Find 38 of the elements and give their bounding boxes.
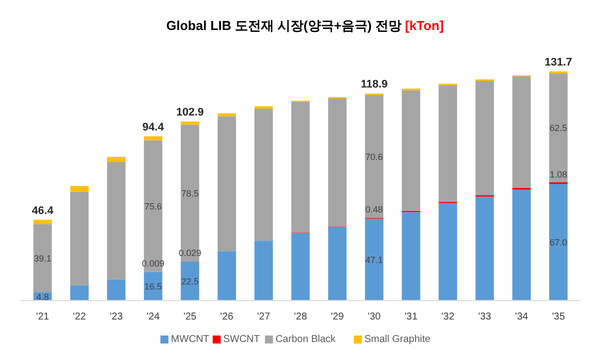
total-label: 94.4 [142, 121, 165, 134]
data-label: 0.48 [365, 204, 383, 215]
x-tick-label: '28 [294, 312, 308, 322]
total-label: 118.9 [360, 78, 388, 91]
total-label: 102.9 [176, 106, 204, 118]
data-label: 70.6 [365, 152, 383, 162]
x-tick-label: '25 [183, 312, 197, 322]
x-tick-label: '32 [441, 312, 455, 322]
data-label: 78.5 [181, 188, 199, 199]
legend-label: SWCNT [223, 334, 260, 345]
x-tick-label: '22 [72, 312, 86, 322]
total-label: 131.7 [544, 56, 572, 68]
data-label: 22.5 [181, 276, 199, 286]
x-tick-label: '21 [36, 312, 50, 322]
data-label: 39.1 [34, 254, 52, 264]
data-label: 62.5 [550, 123, 568, 134]
x-tick-label: '34 [515, 312, 529, 322]
data-label: 4.8 [36, 292, 49, 302]
data-label: 67.0 [550, 238, 568, 248]
data-label: 1.08 [550, 170, 568, 180]
x-tick-label: '24 [146, 312, 160, 322]
chart-subtitle: [kTon] [404, 18, 444, 33]
data-label: 16.5 [144, 282, 162, 292]
x-tick-label: '31 [404, 312, 418, 322]
x-tick-label: '30 [368, 312, 382, 322]
chart-title: Global LIB 도전재 시장(양극+음극) 전망 [166, 18, 402, 33]
x-tick-label: '29 [330, 312, 344, 322]
x-tick-label: '35 [552, 312, 566, 322]
x-tick-label: '23 [110, 312, 124, 322]
total-label: 46.4 [32, 204, 54, 217]
x-tick-label: '26 [220, 312, 234, 322]
legend-label: Carbon Black [275, 334, 337, 345]
data-label: 47.1 [365, 255, 383, 266]
x-tick-label: '33 [478, 312, 492, 322]
data-label: 75.6 [144, 202, 162, 212]
legend-label: MWCNT [170, 334, 210, 345]
legend-label: Small Graphite [364, 334, 431, 345]
x-tick-label: '27 [257, 312, 271, 322]
